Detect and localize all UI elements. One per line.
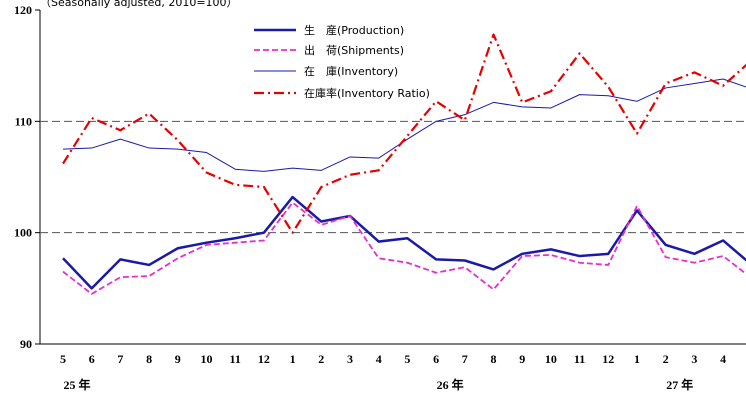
x-tick-label: 6 (89, 352, 95, 366)
x-tick-label: 4 (720, 352, 726, 366)
x-tick-label: 8 (491, 352, 497, 366)
x-tick-label: 7 (462, 352, 468, 366)
series-line-2 (62, 78, 746, 172)
chart-title-strip: （Seasonally adjusted, 2010=100） (0, 0, 746, 10)
x-tick-label: 8 (146, 352, 152, 366)
x-tick-label: 9 (175, 352, 181, 366)
series-line-0 (62, 195, 746, 290)
y-tick-label: 110 (15, 114, 32, 128)
y-tick-label: 120 (14, 3, 32, 17)
series-line-1 (62, 201, 746, 295)
legend-label: 生 産(Production) (304, 23, 404, 37)
y-tick-label: 90 (20, 337, 32, 351)
y-tick-label: 100 (14, 226, 32, 240)
legend-label: 在 庫(Inventory) (304, 64, 398, 78)
x-tick-label: 10 (545, 352, 557, 366)
x-tick-label: 12 (258, 352, 270, 366)
legend-label: 在庫率(Inventory Ratio) (304, 86, 430, 100)
x-tick-label: 5 (404, 352, 410, 366)
x-tick-label: 6 (433, 352, 439, 366)
x-tick-label: 5 (60, 352, 66, 366)
legend-label: 出 荷(Shipments) (304, 43, 404, 57)
x-tick-label: 9 (519, 352, 525, 366)
x-tick-label: 1 (290, 352, 296, 366)
year-label: 25 年 (63, 377, 90, 392)
chart-title: （Seasonally adjusted, 2010=100） (40, 0, 238, 9)
x-tick-label: 11 (230, 352, 241, 366)
x-tick-label: 3 (691, 352, 697, 366)
year-label: 26 年 (437, 377, 464, 392)
x-tick-label: 2 (318, 352, 324, 366)
series-line-3 (62, 33, 746, 234)
x-tick-label: 10 (201, 352, 213, 366)
x-tick-label: 7 (117, 352, 123, 366)
x-tick-label: 3 (347, 352, 353, 366)
x-tick-label: 1 (634, 352, 640, 366)
year-label: 27 年 (666, 377, 693, 392)
x-tick-label: 4 (376, 352, 382, 366)
x-tick-label: 2 (663, 352, 669, 366)
x-tick-label: 12 (602, 352, 614, 366)
x-tick-label: 11 (574, 352, 585, 366)
